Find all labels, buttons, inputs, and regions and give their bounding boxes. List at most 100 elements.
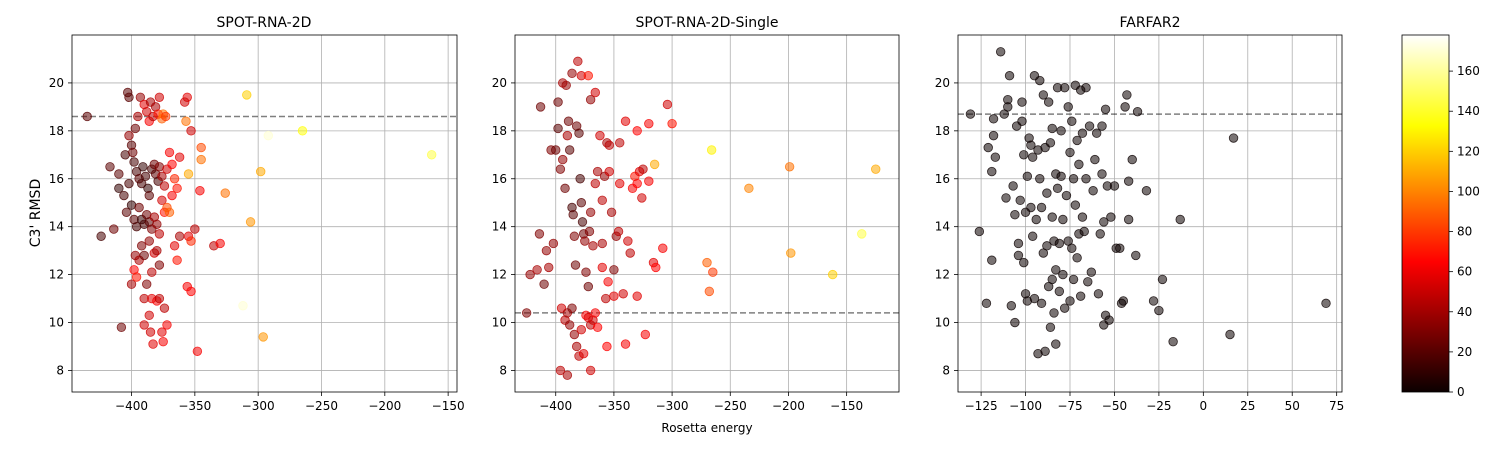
y-tick-label: 18 <box>492 124 507 138</box>
scatter-point <box>604 166 614 177</box>
scatter-point <box>162 320 172 330</box>
scatter-point <box>708 267 718 277</box>
scatter-point <box>172 183 182 194</box>
y-tick-label: 12 <box>935 268 950 282</box>
scatter-point <box>1077 212 1088 222</box>
scatter-point <box>567 303 577 313</box>
scatter-point <box>548 238 559 249</box>
y-tick-label: 20 <box>49 76 64 90</box>
panel-title: FARFAR2 <box>1119 15 1180 31</box>
x-tick-label: −150 <box>830 399 863 413</box>
scatter-point <box>539 279 549 289</box>
scatter-point <box>116 322 127 333</box>
scatter-point <box>1059 303 1070 313</box>
colorbar-tick-label: 140 <box>1457 104 1480 118</box>
scatter-point <box>258 332 268 342</box>
scatter-point <box>534 229 545 239</box>
scatter-point <box>1008 181 1018 191</box>
scatter-point <box>618 289 628 299</box>
colorbar-tick-label: 20 <box>1457 345 1472 359</box>
scatter-point <box>1043 97 1054 107</box>
scatter-point <box>871 164 881 174</box>
scatter-point <box>161 111 171 122</box>
x-tick-label: −125 <box>965 399 998 413</box>
scatter-point <box>1072 253 1082 263</box>
x-tick-label: −150 <box>432 399 465 413</box>
scatter-point <box>1068 174 1079 184</box>
scatter-point <box>96 231 106 241</box>
scatter-point <box>988 114 999 124</box>
scatter-point <box>1026 202 1036 213</box>
scatter-point <box>744 183 754 194</box>
scatter-point <box>183 169 194 179</box>
x-tick-label: 50 <box>1285 399 1300 413</box>
scatter-point <box>987 166 997 177</box>
scatter-point <box>564 145 575 155</box>
scatter-point <box>152 245 162 256</box>
scatter-point <box>1075 291 1086 301</box>
scatter-point <box>1035 75 1045 86</box>
scatter-point <box>583 71 594 81</box>
scatter-point <box>1047 274 1057 285</box>
scatter-point <box>1047 212 1057 222</box>
scatter-point <box>1154 305 1164 316</box>
scatter-point <box>135 92 146 102</box>
scatter-point <box>119 190 129 201</box>
colorbar-tick-label: 80 <box>1457 225 1472 239</box>
scatter-point <box>532 265 542 275</box>
scatter-point <box>1027 152 1038 162</box>
scatter-point <box>1054 238 1065 249</box>
y-tick-label: 8 <box>942 363 950 377</box>
y-tick-label: 18 <box>935 124 950 138</box>
scatter-point <box>575 174 585 184</box>
scatter-point <box>590 308 600 318</box>
scatter-point <box>152 219 162 229</box>
x-tick-label: −200 <box>772 399 805 413</box>
scatter-point <box>583 281 594 292</box>
scatter-point <box>1019 257 1029 268</box>
scatter-point <box>590 87 600 98</box>
scatter-point <box>981 298 992 309</box>
x-ticks: −125 −100 −75 −50 −25 0 25 50 75 <box>965 392 1344 413</box>
scatter-point <box>196 154 206 165</box>
scatter-point <box>1067 243 1077 253</box>
scatter-point <box>1051 265 1061 275</box>
scatter-point <box>662 99 673 110</box>
scatter-point <box>1042 188 1052 198</box>
scatter-point <box>1054 286 1065 297</box>
scatter-point <box>263 130 273 141</box>
scatter-point <box>555 365 566 376</box>
scatter-point <box>1099 217 1109 227</box>
scatter-point <box>1091 128 1102 138</box>
scatter-point <box>571 341 582 352</box>
scatter-point <box>990 152 1001 162</box>
y-ticks: 8 10 12 14 16 18 20 <box>935 76 958 377</box>
scatter-point <box>82 111 92 122</box>
x-tick-label: −50 <box>1102 399 1127 413</box>
scatter-point <box>1019 150 1029 160</box>
panel-title: SPOT-RNA-2D-Single <box>636 15 779 31</box>
scatter-point <box>658 243 668 253</box>
scatter-point <box>553 97 563 107</box>
scatter-point <box>632 178 642 189</box>
x-tick-label: −75 <box>1057 399 1082 413</box>
scatter-point <box>1065 296 1075 306</box>
scatter-point <box>632 291 642 301</box>
y-ticks: 8 10 12 14 16 18 20 <box>492 76 515 377</box>
scatter-point <box>245 217 256 227</box>
scatter-point <box>134 202 144 213</box>
scatter-point <box>121 207 132 218</box>
scatter-point <box>157 195 167 206</box>
scatter-point <box>1081 83 1091 93</box>
scatter-point <box>1077 128 1088 138</box>
scatter-point <box>1100 104 1111 114</box>
scatter-point <box>553 123 563 134</box>
scatter-point <box>114 183 124 194</box>
scatter-point <box>1168 336 1178 347</box>
scatter-point <box>167 159 177 170</box>
scatter-point <box>623 236 633 246</box>
scatter-point <box>158 336 168 347</box>
scatter-point <box>592 322 603 333</box>
scatter-point <box>567 68 577 79</box>
scatter-point <box>1038 90 1049 100</box>
